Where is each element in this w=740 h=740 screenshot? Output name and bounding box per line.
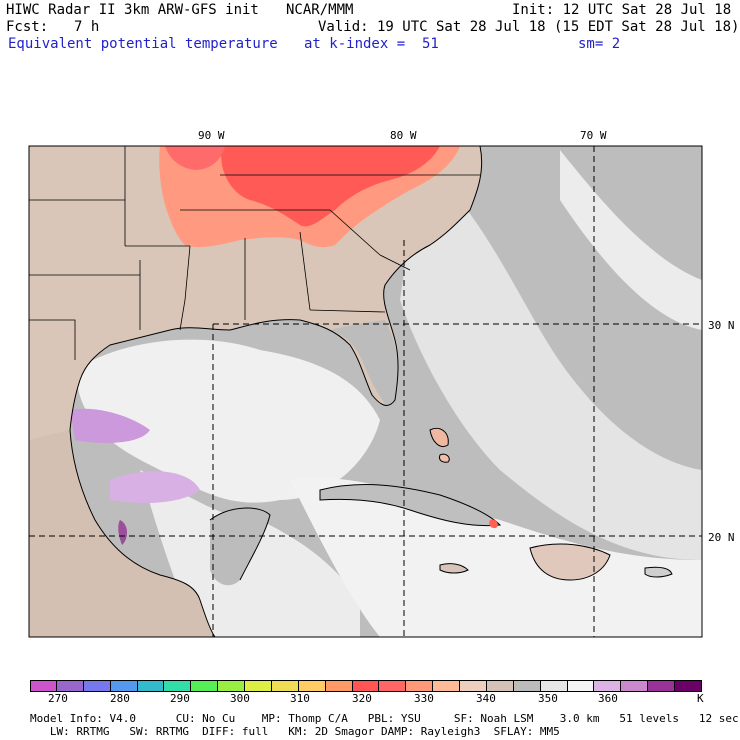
colorbar-cell [245, 680, 272, 692]
map-frame [28, 145, 703, 638]
level-info: at k-index = 51 [304, 36, 439, 52]
colorbar-tick-label: 360 [598, 692, 618, 705]
colorbar-cell [218, 680, 246, 692]
colorbar-cell [486, 680, 514, 692]
lat-label-30n: 30 N [708, 319, 735, 332]
valid-time: Valid: 19 UTC Sat 28 Jul 18 (15 EDT Sat … [318, 19, 740, 35]
lon-label-70w: 70 W [580, 129, 607, 142]
colorbar-cell [621, 680, 649, 692]
colorbar-cell [379, 680, 407, 692]
field-name: Equivalent potential temperature [8, 36, 278, 52]
colorbar-cell [83, 680, 111, 692]
colorbar-tick-label: 280 [110, 692, 130, 705]
gulf-light-area [75, 339, 380, 503]
colorbar-cell [433, 680, 461, 692]
moist-plume [400, 160, 702, 560]
colorbar-cell [271, 680, 299, 692]
colorbar-tick-label: 300 [230, 692, 250, 705]
colorbar-cell [56, 680, 84, 692]
bahamas-island [429, 427, 449, 447]
cuba-island [319, 484, 502, 527]
colorbar-tick-label: 320 [352, 692, 372, 705]
colorbar-cell [325, 680, 353, 692]
lon-label-80w: 80 W [390, 129, 417, 142]
bahamas-island [439, 453, 450, 463]
convective-cell [489, 519, 498, 529]
lat-label-20n: 20 N [708, 531, 735, 544]
colorbar-cell [137, 680, 165, 692]
low-theta-e-patch [118, 520, 127, 545]
jamaica-island [439, 563, 469, 574]
colorbar-cell [298, 680, 326, 692]
mexico-land [29, 430, 215, 637]
colorbar-cell [540, 680, 568, 692]
puerto-rico-island [644, 566, 673, 578]
colorbar-cell [513, 680, 541, 692]
colorbar-cell [164, 680, 192, 692]
colorbar-tick-label: 290 [170, 692, 190, 705]
colorbar-cell [352, 680, 380, 692]
smoothing-info: sm= 2 [578, 36, 621, 52]
colorbar-cell [567, 680, 595, 692]
lat-lon-grid [29, 146, 702, 637]
colorbar-tick-label: 350 [538, 692, 558, 705]
colorbar-cell [191, 680, 219, 692]
colorbar-cell [110, 680, 138, 692]
high-theta-e-core [220, 146, 440, 227]
colorbar-tick-label: K [697, 692, 704, 705]
state-borders [29, 146, 480, 360]
init-time: Init: 12 UTC Sat 28 Jul 18 [512, 2, 732, 18]
moist-plume [560, 150, 702, 330]
colorbar-cell [406, 680, 434, 692]
colorbar-cell [30, 680, 57, 692]
colorbar-cell [675, 680, 702, 692]
colorbar-tick-label: 330 [414, 692, 434, 705]
colorbar-tick-label: 270 [48, 692, 68, 705]
forecast-hour: 7 h [74, 19, 100, 35]
colorbar-cell [594, 680, 622, 692]
colorbar-cell [460, 680, 487, 692]
colorbar-tick-label: 340 [476, 692, 496, 705]
org-title: NCAR/MMM [286, 2, 354, 18]
lon-label-90w: 90 W [198, 129, 225, 142]
caribbean-light-area [290, 478, 702, 637]
florida-land [330, 320, 399, 412]
colorbar-cell [648, 680, 676, 692]
physics-info-line: LW: RRTMG SW: RRTMG DIFF: full KM: 2D Sm… [30, 725, 560, 738]
hispaniola-island [529, 543, 611, 581]
low-theta-e-patch [70, 408, 150, 443]
low-theta-e-patch [110, 471, 200, 503]
model-info-line: Model Info: V4.0 CU: No Cu MP: Thomp C/A… [30, 712, 739, 725]
colorbar-tick-label: 310 [290, 692, 310, 705]
forecast-label: Fcst: [6, 19, 49, 35]
high-theta-e-core [165, 146, 225, 170]
model-title: HIWC Radar II 3km ARW-GFS init [6, 2, 259, 18]
coastline [209, 507, 271, 581]
yucatan-land [210, 508, 270, 586]
